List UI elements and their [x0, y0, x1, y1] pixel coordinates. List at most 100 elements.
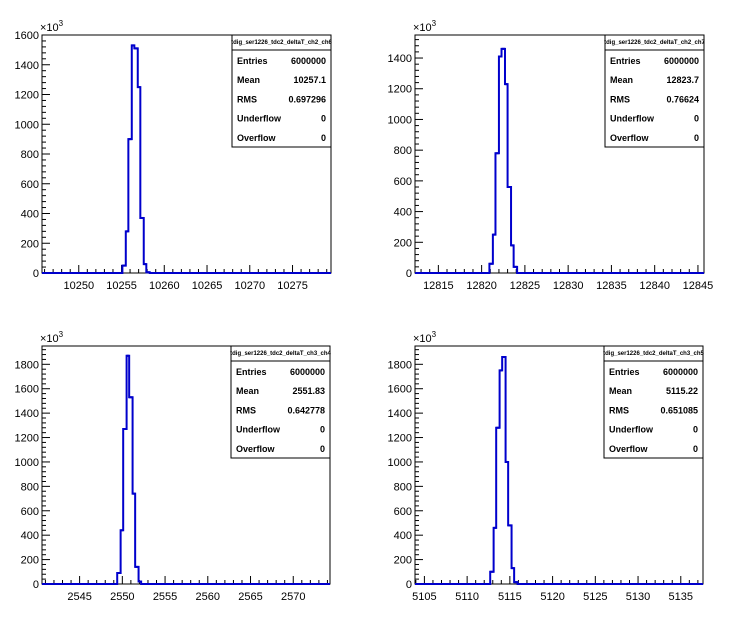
y-tick-label: 200	[21, 555, 39, 567]
stats-value: 0	[321, 114, 326, 124]
y-multiplier-label: ×103	[40, 19, 64, 34]
x-tick-label: 12830	[553, 280, 584, 292]
stats-label: Entries	[610, 56, 641, 66]
y-tick-label: 1200	[388, 433, 412, 445]
stats-label: Entries	[236, 367, 267, 377]
histogram-panel: 2545 2550 2555 2560 2565 2570 0 200 400 600 800 100…	[15, 330, 332, 603]
x-tick-label: 5110	[455, 591, 479, 603]
stats-label: Entries	[609, 367, 640, 377]
y-tick-label: 1200	[388, 84, 412, 96]
x-tick-label: 12840	[639, 280, 670, 292]
y-tick-label: 400	[394, 207, 412, 219]
stats-label: Mean	[237, 75, 260, 85]
stats-value: 10257.1	[293, 75, 326, 85]
y-tick-label: 1400	[15, 408, 39, 420]
stats-label: Overflow	[609, 444, 649, 454]
stats-label: Underflow	[237, 114, 282, 124]
stats-value: 0	[694, 133, 699, 143]
y-tick-label: 400	[21, 209, 39, 221]
stats-label: Underflow	[610, 114, 655, 124]
y-tick-label: 400	[21, 530, 39, 542]
histogram-panel: 5105 5110 5115 5120 5125 5130 5135 0 200 400 600 80…	[388, 330, 705, 603]
x-tick-label: 12835	[596, 280, 627, 292]
stats-value: 0.697296	[288, 94, 326, 104]
y-tick-label: 600	[394, 176, 412, 188]
y-tick-label: 800	[21, 481, 39, 493]
y-tick-label: 0	[406, 268, 412, 280]
x-tick-label: 2565	[238, 591, 262, 603]
x-tick-label: 2560	[196, 591, 220, 603]
stats-value: 12823.7	[666, 75, 699, 85]
x-tick-label: 12820	[466, 280, 497, 292]
x-tick-label: 5105	[412, 591, 436, 603]
y-tick-label: 1800	[15, 359, 39, 371]
y-tick-label: 1200	[15, 90, 39, 102]
stats-label: Overflow	[237, 133, 277, 143]
x-tick-label: 2555	[153, 591, 177, 603]
y-tick-label: 1000	[388, 114, 412, 126]
stats-label: Mean	[609, 386, 632, 396]
y-tick-label: 600	[21, 179, 39, 191]
x-tick-label: 10270	[234, 280, 265, 292]
stats-value: 6000000	[290, 367, 325, 377]
y-tick-label: 1800	[388, 359, 412, 371]
stats-label: RMS	[610, 94, 630, 104]
stats-label: Overflow	[236, 444, 276, 454]
x-tick-label: 2570	[281, 591, 305, 603]
y-tick-label: 1600	[388, 384, 412, 396]
stats-title: tdig_ser1226_tdc2_deltaT_ch3_ch4	[230, 351, 331, 357]
y-tick-label: 200	[394, 237, 412, 249]
stats-value: 6000000	[663, 367, 698, 377]
stats-title: tdig_ser1226_tdc2_deltaT_ch2_ch6	[231, 40, 332, 46]
histogram-panel: 12815 12820 12825 12830 12835 12840 12845 0 200 4…	[388, 19, 714, 292]
x-tick-label: 2550	[110, 591, 134, 603]
stats-label: Underflow	[609, 425, 654, 435]
y-tick-label: 1000	[388, 457, 412, 469]
stats-value: 0	[693, 425, 698, 435]
stats-value: 0	[694, 114, 699, 124]
y-tick-label: 600	[21, 506, 39, 518]
x-tick-label: 10275	[277, 280, 308, 292]
y-multiplier-label: ×103	[40, 330, 64, 345]
x-tick-label: 10260	[149, 280, 180, 292]
x-tick-label: 5120	[540, 591, 564, 603]
x-tick-label: 12815	[423, 280, 454, 292]
y-tick-label: 800	[394, 145, 412, 157]
stats-value: 0.651085	[660, 405, 698, 415]
stats-box: tdig_ser1226_tdc2_deltaT_ch2_ch6 Entries 6…	[231, 34, 333, 148]
stats-label: Mean	[236, 386, 259, 396]
y-tick-label: 200	[21, 238, 39, 250]
y-tick-label: 1600	[15, 30, 39, 42]
stats-box: tdig_ser1226_tdc2_deltaT_ch3_ch4 Entries 6…	[230, 345, 332, 459]
stats-value: 6000000	[291, 56, 326, 66]
y-tick-label: 600	[394, 506, 412, 518]
stats-value: 0	[320, 425, 325, 435]
stats-box-frame	[604, 34, 705, 148]
stats-value: 0.642778	[287, 405, 325, 415]
histogram-outline	[42, 354, 330, 585]
stats-value: 6000000	[664, 56, 699, 66]
stats-label: Overflow	[610, 133, 650, 143]
x-tick-label: 12845	[683, 280, 714, 292]
stats-label: RMS	[237, 94, 257, 104]
stats-label: Mean	[610, 75, 633, 85]
stats-value: 0.76624	[666, 94, 699, 104]
stats-value: 0	[321, 133, 326, 143]
y-tick-label: 800	[394, 481, 412, 493]
y-tick-label: 1600	[15, 384, 39, 396]
y-tick-label: 200	[394, 555, 412, 567]
y-tick-label: 1200	[15, 433, 39, 445]
x-tick-label: 10250	[63, 280, 94, 292]
y-multiplier-label: ×103	[413, 19, 437, 34]
stats-box-frame	[231, 34, 332, 148]
x-tick-label: 5135	[669, 591, 693, 603]
y-tick-label: 0	[406, 579, 412, 591]
stats-title: tdig_ser1226_tdc2_deltaT_ch3_ch5	[603, 351, 704, 357]
stats-box-frame	[603, 345, 704, 459]
stats-label: RMS	[236, 405, 256, 415]
x-tick-label: 10265	[192, 280, 223, 292]
stats-value: 0	[320, 444, 325, 454]
y-tick-label: 800	[21, 149, 39, 161]
stats-label: Underflow	[236, 425, 281, 435]
